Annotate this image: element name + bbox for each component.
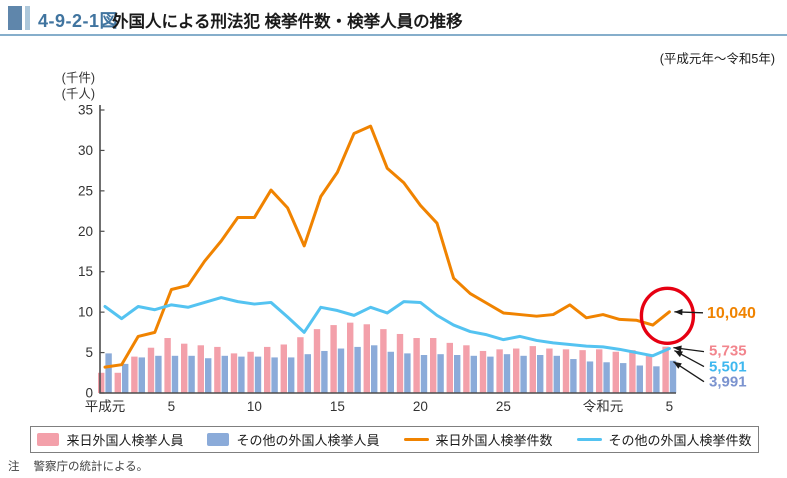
svg-text:20: 20 [413, 399, 428, 414]
source-note: 注 警察庁の統計による。 [8, 458, 148, 474]
svg-text:5: 5 [168, 399, 176, 414]
chart-legend: 来日外国人検挙人員 その他の外国人検挙人員 来日外国人検挙件数 その他の外国人検… [30, 426, 759, 453]
figure-header-block [8, 6, 22, 30]
legend-item-other-persons: その他の外国人検挙人員 [207, 430, 380, 449]
period-label: (平成元年～令和5年) [659, 52, 775, 66]
legend-label: 来日外国人検挙人員 [66, 433, 184, 448]
legend-swatch-blue-bar [207, 433, 230, 446]
note-prefix: 注 [8, 461, 20, 473]
figure-number: 4-9-2-1図 [38, 11, 119, 31]
highlight-circle [639, 286, 696, 346]
callout-5501: 5,501 [709, 359, 747, 376]
svg-text:25: 25 [78, 183, 93, 198]
legend-swatch-cyan-line [576, 437, 602, 442]
trend-chart: 0 5 10 15 20 25 30 35 (千件) (千人) 平成元 5 10 15 20 25 令和元 5 10… [62, 71, 756, 414]
legend-item-raiinichi-cases: 来日外国人検挙件数 [403, 430, 553, 449]
svg-text:0: 0 [85, 386, 93, 401]
svg-text:15: 15 [330, 399, 345, 414]
callout-3991: 3,991 [709, 374, 747, 391]
svg-text:5: 5 [666, 399, 674, 414]
callout-5735: 5,735 [709, 343, 747, 360]
svg-text:25: 25 [496, 399, 511, 414]
legend-item-raiinichi-persons: 来日外国人検挙人員 [37, 430, 183, 449]
svg-text:10: 10 [247, 399, 262, 414]
svg-text:令和元: 令和元 [583, 399, 624, 414]
svg-text:30: 30 [78, 143, 93, 158]
header-underline [0, 34, 787, 36]
legend-swatch-pink-bar [37, 433, 60, 446]
page-title: 外国人による刑法犯 検挙件数・検挙人員の推移 [112, 13, 463, 31]
legend-label: 来日外国人検挙件数 [435, 433, 553, 448]
svg-text:平成元: 平成元 [85, 399, 126, 414]
svg-text:15: 15 [78, 264, 93, 279]
callout-10040: 10,040 [707, 305, 756, 322]
note-text: 警察庁の統計による。 [33, 461, 149, 473]
unit-label-persons: (千人) [62, 87, 95, 101]
unit-label-cases: (千件) [62, 71, 95, 85]
svg-text:10: 10 [78, 305, 93, 320]
legend-swatch-orange-line [403, 437, 429, 442]
legend-label: その他の外国人検挙件数 [608, 433, 752, 448]
svg-text:5: 5 [85, 345, 93, 360]
svg-text:35: 35 [78, 103, 93, 118]
legend-label: その他の外国人検挙人員 [236, 433, 380, 448]
legend-item-other-cases: その他の外国人検挙件数 [576, 430, 752, 449]
svg-text:20: 20 [78, 224, 93, 239]
figure-header-stripe [25, 6, 30, 30]
